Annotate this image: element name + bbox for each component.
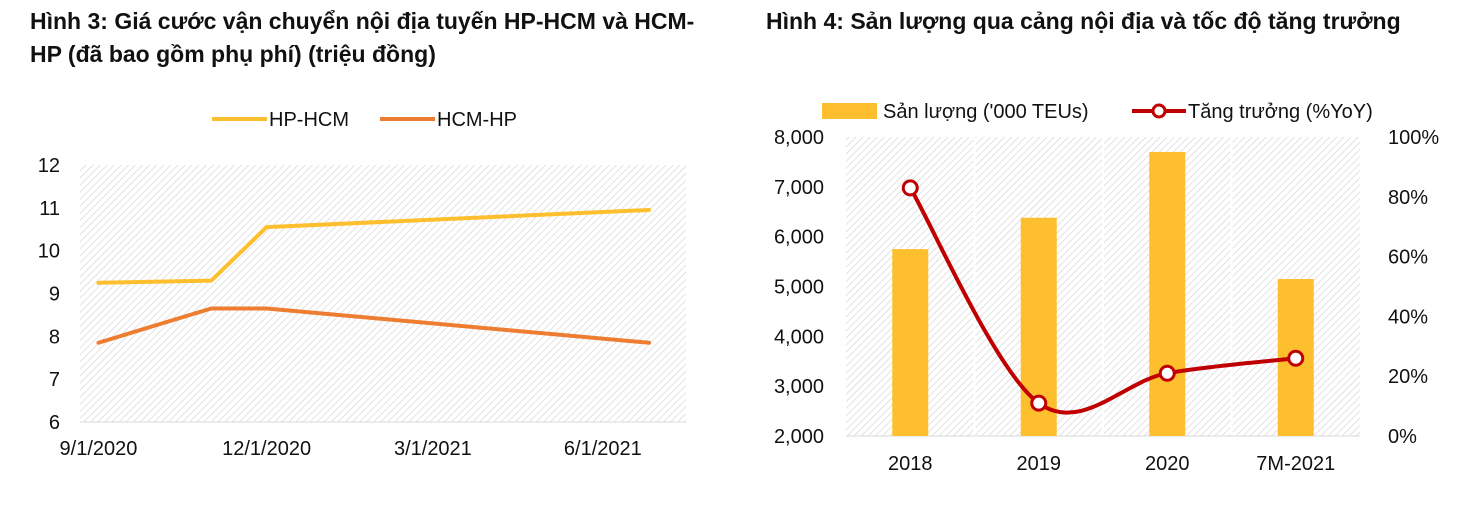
growth-marker-2018 [901, 179, 919, 197]
x-tick-label: 9/1/2020 [60, 438, 138, 460]
y-left-tick-label: 8,000 [774, 127, 824, 149]
chart-freight-rates: 6 7 8 9 10 11 12 9/1/2020 12/1/2020 3/1/2021 6/1/2… [38, 109, 686, 460]
bar-2020 [1149, 151, 1186, 436]
figure-4-title: Hình 4: Sản lượng qua cảng nội địa và tố… [766, 8, 1401, 34]
y-tick-label: 7 [49, 369, 60, 391]
y-right-tick-label: 80% [1388, 187, 1428, 209]
series-line-hp-hcm [96, 207, 652, 285]
chart-port-throughput: 2,000 3,000 4,000 5,000 6,000 7,000 8,000 0% 20%… [774, 101, 1439, 475]
y-right-tick-label: 20% [1388, 366, 1428, 388]
legend-swatch-marker [1151, 103, 1167, 119]
y-tick-label: 8 [49, 326, 60, 348]
y-tick-label: 11 [39, 198, 60, 220]
y-left-tick-label: 2,000 [774, 426, 824, 448]
legend-swatch-bar [822, 103, 877, 119]
growth-marker-2020 [1158, 364, 1176, 382]
x-tick-label: 7M-2021 [1256, 453, 1335, 475]
growth-marker-7M-2021 [1287, 349, 1305, 367]
legend-label: HCM-HP [437, 109, 517, 131]
y-tick-label: 10 [38, 241, 60, 263]
bar-2018 [892, 249, 929, 436]
y-left-tick-label: 5,000 [774, 277, 824, 299]
figure-3-title: Hình 3: Giá cước vận chuyển nội địa tuyế… [30, 8, 695, 67]
growth-marker-2019 [1030, 394, 1048, 412]
plot-area [80, 165, 686, 422]
series-line-hcm-hp [96, 306, 652, 345]
growth-line [908, 186, 1296, 415]
x-tick-label: 3/1/2021 [394, 438, 472, 460]
y-tick-label: 12 [38, 155, 60, 177]
legend-label: HP-HCM [269, 109, 349, 131]
x-tick-label: 12/1/2020 [222, 438, 311, 460]
x-tick-label: 2018 [888, 453, 933, 475]
x-tick-label: 2020 [1145, 453, 1190, 475]
y-left-tick-label: 4,000 [774, 326, 824, 348]
y-tick-label: 9 [49, 284, 60, 306]
legend-label: Tăng trưởng (%YoY) [1188, 101, 1373, 123]
y-right-tick-label: 40% [1388, 306, 1428, 328]
y-right-tick-label: 100% [1388, 127, 1439, 149]
y-left-tick-label: 6,000 [774, 227, 824, 249]
y-left-tick-label: 3,000 [774, 376, 824, 398]
x-tick-label: 2019 [1017, 453, 1062, 475]
y-left-tick-label: 7,000 [774, 177, 824, 199]
y-right-tick-label: 60% [1388, 247, 1428, 269]
y-right-tick-label: 0% [1388, 426, 1417, 448]
y-tick-label: 6 [49, 412, 60, 434]
legend-label: Sản lượng ('000 TEUs) [883, 101, 1089, 123]
x-tick-label: 6/1/2021 [564, 438, 642, 460]
